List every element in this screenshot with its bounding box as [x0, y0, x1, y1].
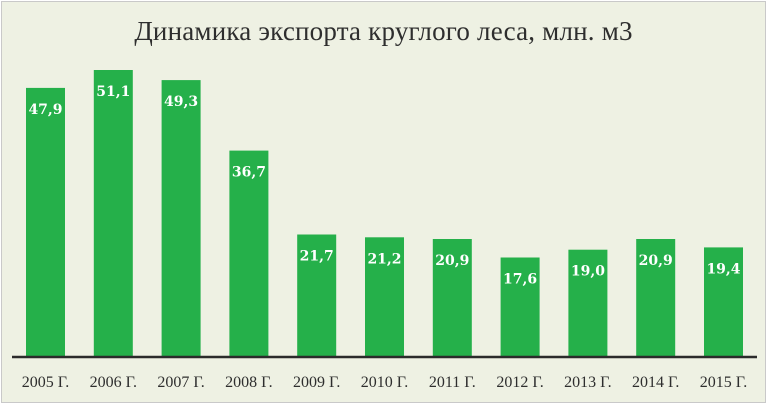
bar-2010г — [365, 237, 404, 356]
bar-value-label: 20,9 — [435, 253, 469, 269]
x-tick-label: 2011 Г. — [429, 374, 476, 391]
bar-2007г — [161, 80, 201, 356]
bar-2006г — [93, 70, 133, 356]
bar-2012г — [500, 257, 540, 356]
x-tick-label: 2015 Г. — [700, 374, 747, 391]
bar-value-label: 20,9 — [639, 253, 673, 269]
x-tick-label: 2010 Г. — [361, 374, 408, 391]
bar-value-label: 36,7 — [232, 165, 266, 181]
x-tick-label: 2014 Г. — [632, 374, 679, 391]
x-tick-label: 2006 Г. — [90, 374, 137, 391]
bar-value-label: 17,6 — [503, 272, 537, 288]
bar-2008г — [229, 150, 269, 356]
bar-2015г — [704, 247, 743, 356]
bar-2005г — [26, 87, 65, 357]
bar-value-label: 49,3 — [164, 94, 198, 110]
x-tick-label: 2009 Г. — [293, 374, 340, 391]
bar-2014г — [636, 239, 676, 356]
x-tick-labels: 2005 Г. 2006 Г. 2007 Г. 2008 Г. 2009 Г. 2010 … — [22, 374, 747, 391]
bar-value-label: 21,2 — [367, 251, 401, 267]
bar-2009г — [297, 234, 337, 356]
x-tick-label: 2012 Г. — [496, 374, 543, 391]
bar-value-label: 19,0 — [571, 264, 605, 280]
chart-title: Динамика экспорта круглого леса, млн. м3 — [134, 16, 633, 46]
x-tick-label: 2013 Г. — [564, 374, 611, 391]
bar-2013г — [568, 249, 608, 356]
bar-value-label: 51,1 — [96, 84, 130, 100]
bar-value-label: 21,7 — [300, 249, 334, 265]
bar-2011г — [432, 239, 472, 356]
x-tick-label: 2007 Г. — [157, 374, 204, 391]
bar-value-label: 19,4 — [706, 261, 740, 277]
x-tick-label: 2005 Г. — [22, 374, 69, 391]
x-tick-label: 2008 Г. — [225, 374, 272, 391]
bar-value-label: 47,9 — [28, 102, 62, 118]
bars-group: 47,9 51,1 49,3 36,7 21,7 21,2 20,9 17,6 19,0 20,9… — [26, 70, 743, 357]
